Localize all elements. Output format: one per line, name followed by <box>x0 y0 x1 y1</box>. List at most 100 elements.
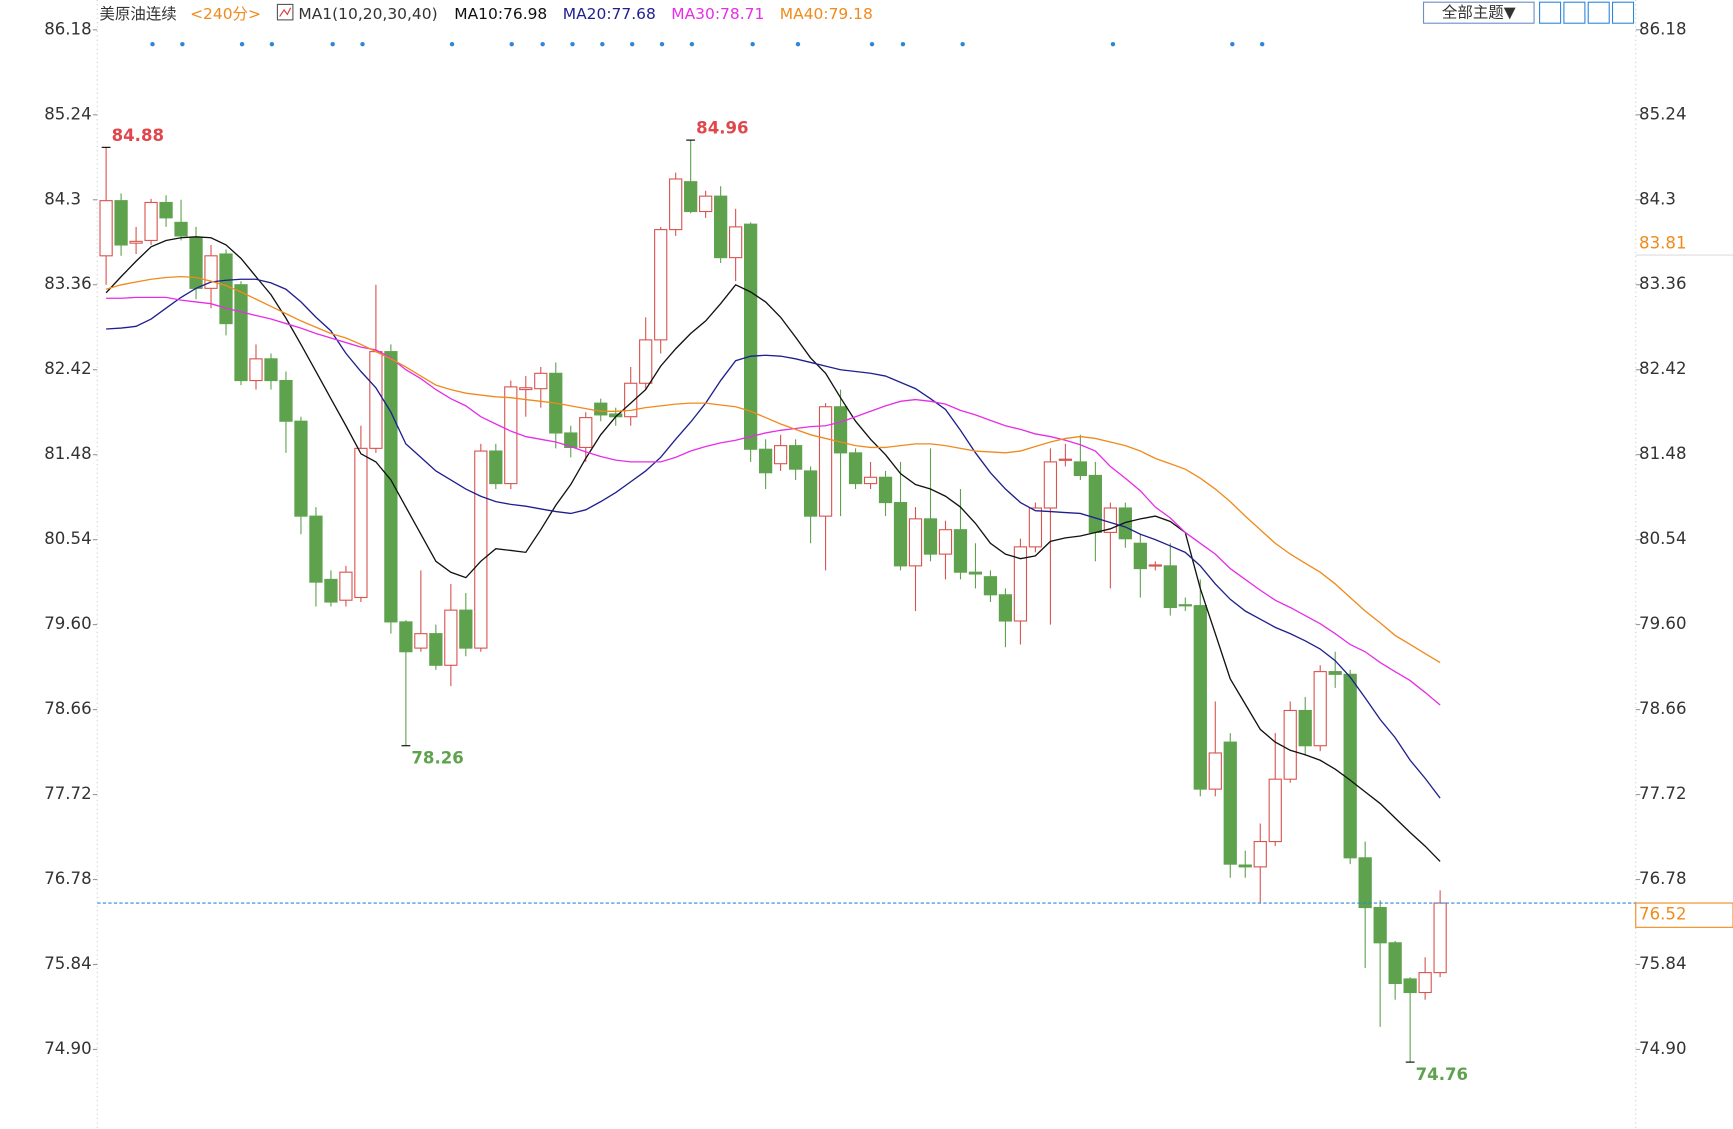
candle-body <box>219 253 233 325</box>
ma-line <box>105 275 1441 664</box>
candle-body <box>144 201 158 241</box>
y-tick-label: 81.48 <box>44 444 91 463</box>
ma-line <box>106 278 1441 799</box>
candle-body <box>639 339 653 384</box>
signal-dots <box>150 41 1265 47</box>
candle-body <box>309 515 323 583</box>
candle-body <box>459 609 473 649</box>
theme-button[interactable] <box>1422 1 1535 24</box>
candle-body <box>1028 507 1043 548</box>
candle-body <box>1358 857 1372 909</box>
y-tick-label-right: 74.90 <box>1639 1039 1686 1058</box>
candle-body <box>654 229 668 341</box>
y-tick-label-right: 85.24 <box>1639 104 1686 123</box>
candle-body <box>803 470 818 517</box>
current-price-box <box>1635 902 1733 928</box>
y-tick-label: 80.54 <box>44 529 91 548</box>
candle-body <box>833 406 848 454</box>
candle-body <box>1388 942 1402 985</box>
candle-body <box>579 417 593 448</box>
candle-body <box>1283 709 1297 780</box>
candle-body <box>1163 565 1177 608</box>
candle-body <box>848 452 863 485</box>
ma-line <box>105 236 1441 862</box>
candle-body <box>504 386 518 485</box>
y-tick-label: 79.60 <box>44 614 91 633</box>
candle-body <box>878 476 893 504</box>
y-tick-label-right: 86.18 <box>1639 19 1686 38</box>
candle-body <box>594 402 608 416</box>
indicator-icon-line <box>279 7 292 17</box>
candle-body <box>189 237 203 289</box>
y-tick-label: 82.42 <box>44 359 91 378</box>
y-tick-label: 76.78 <box>44 869 91 888</box>
candle-body <box>369 351 383 449</box>
y-tick-label: 77.72 <box>44 784 91 803</box>
legend-entry: MA10:76.98 <box>454 5 547 23</box>
candle-body <box>624 382 638 418</box>
right-marker-label: 83.81 <box>1639 234 1686 253</box>
candle-body <box>339 571 353 601</box>
candle-body <box>773 445 788 465</box>
candle-body <box>354 447 368 599</box>
candle-body <box>1208 752 1222 790</box>
toolbar-button[interactable] <box>1611 1 1635 24</box>
candle-body <box>129 240 143 244</box>
candle-body <box>1043 461 1058 509</box>
ma-line <box>106 296 1441 706</box>
toolbar-button[interactable] <box>1539 1 1562 24</box>
annotation-label: 84.88 <box>112 126 164 145</box>
candle-body <box>474 450 488 649</box>
candle-body <box>249 358 263 382</box>
candle-body <box>1403 978 1417 994</box>
candle-body <box>1118 507 1132 540</box>
candle-body <box>534 372 548 390</box>
y-tick-label-right: 84.3 <box>1639 189 1676 208</box>
candle-body <box>159 201 173 219</box>
y-tick-label-right: 83.36 <box>1639 274 1686 293</box>
y-tick-label: 84.3 <box>44 189 81 208</box>
candle-body <box>99 200 113 257</box>
candle-body <box>174 221 188 237</box>
toolbar-button[interactable] <box>1587 1 1610 24</box>
annotation-label: 78.26 <box>411 748 463 767</box>
candle-body <box>1328 671 1342 675</box>
candle-body <box>1313 671 1327 747</box>
candle-body <box>1373 906 1387 944</box>
toolbar-button[interactable] <box>1563 1 1586 24</box>
period: <240分> <box>190 5 261 23</box>
current-price-label: 76.52 <box>1639 905 1686 924</box>
candle-body <box>1433 902 1447 974</box>
candle-body <box>729 226 743 259</box>
candle-body <box>324 578 338 603</box>
indicator-icon[interactable] <box>276 3 294 21</box>
candle-body <box>279 379 293 422</box>
candle-body <box>893 502 908 567</box>
candle-body <box>1193 605 1207 790</box>
y-tick-label-right: 75.84 <box>1639 954 1686 973</box>
candle-body <box>953 529 968 573</box>
candle-body <box>714 195 728 259</box>
candle-body <box>234 284 248 382</box>
candle-body <box>788 445 803 470</box>
y-tick-label-right: 80.54 <box>1639 529 1686 548</box>
candle-body <box>1073 461 1088 477</box>
legend-entry: MA40:79.18 <box>780 5 873 23</box>
annotation-label: 84.96 <box>696 119 748 138</box>
y-tick-label: 78.66 <box>44 699 91 718</box>
candle-body <box>1343 673 1357 859</box>
candle-body <box>1418 972 1432 994</box>
candle-body <box>414 633 428 649</box>
candle-body <box>968 571 983 575</box>
candle-body <box>1133 542 1147 570</box>
candle-body <box>564 432 578 448</box>
chart-title: 美原油连续 <box>99 5 176 23</box>
legend-entry: MA20:77.68 <box>563 5 656 23</box>
candle-body <box>444 609 458 666</box>
y-tick-label: 86.18 <box>44 19 91 38</box>
candle-body <box>1058 458 1073 461</box>
candle-body <box>1223 741 1237 865</box>
y-tick-label-right: 79.60 <box>1639 614 1686 633</box>
